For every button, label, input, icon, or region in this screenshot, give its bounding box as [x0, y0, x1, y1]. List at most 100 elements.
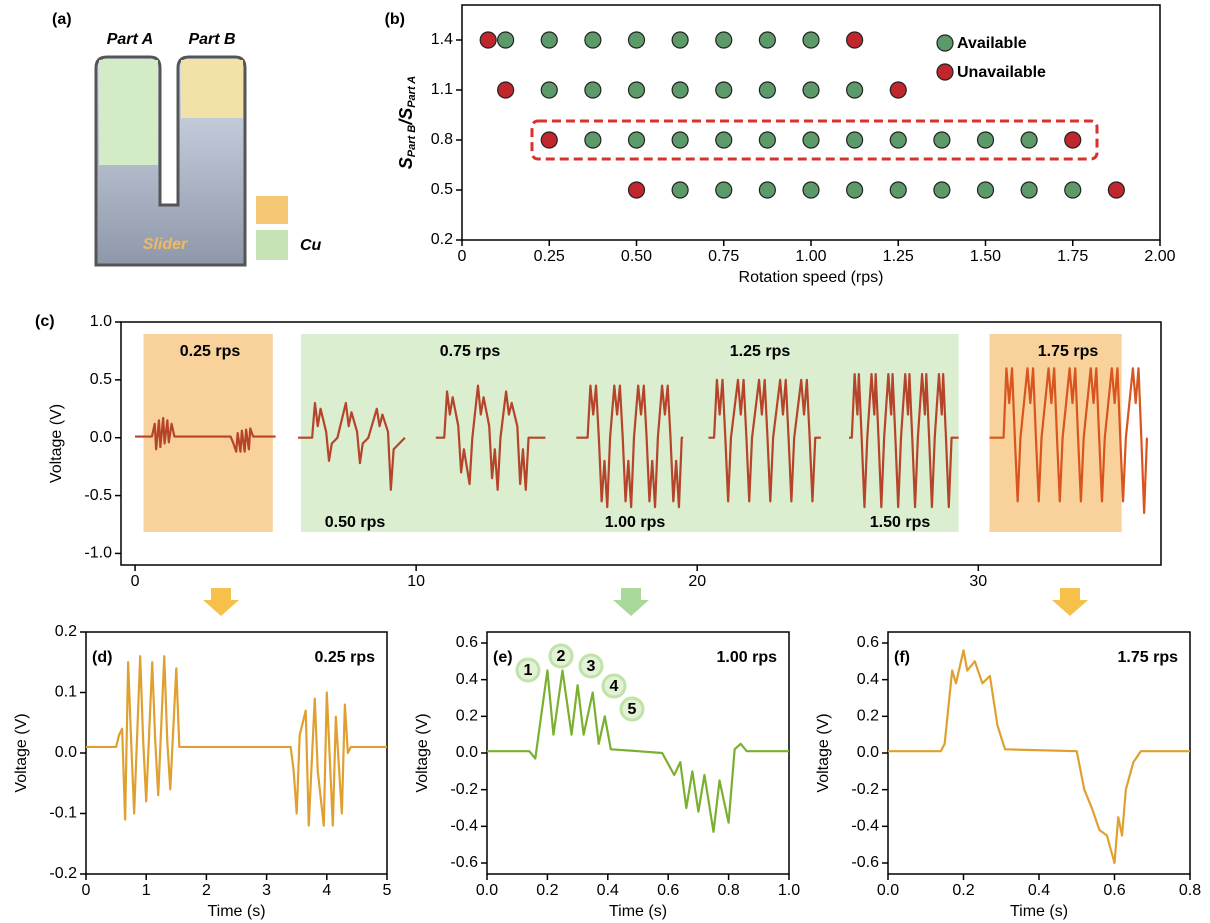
point	[1064, 181, 1082, 199]
x-tick-label: 0.50	[621, 248, 652, 265]
point	[976, 131, 995, 149]
line	[888, 649, 1190, 865]
point	[584, 131, 602, 149]
panel-label: (b)	[385, 11, 405, 28]
point	[479, 31, 497, 49]
x-tick-label: 0.75	[708, 248, 739, 265]
y-tick-label: 0.2	[857, 708, 879, 725]
y-tick-label: 1.4	[431, 31, 453, 48]
x-tick-label: 20	[688, 573, 706, 590]
line	[487, 669, 789, 833]
annotation: 1.50 rps	[870, 514, 931, 531]
y-tick-label: -0.2	[851, 781, 879, 798]
panel-label: (f)	[894, 649, 910, 666]
x-tick-label: 0	[82, 882, 91, 899]
marker-label: 5	[628, 701, 637, 718]
y-tick-label: 0.4	[456, 671, 478, 688]
line	[708, 378, 821, 503]
point	[889, 131, 907, 149]
marker-badge	[515, 657, 541, 683]
point	[540, 31, 558, 49]
annotation: 1.00 rps	[717, 649, 778, 666]
point	[1020, 131, 1038, 149]
point	[627, 131, 646, 149]
x-tick-label: 0.0	[877, 882, 899, 899]
point	[584, 81, 602, 99]
marker-label: 3	[587, 658, 596, 675]
point	[846, 81, 864, 99]
legend-swatch	[256, 196, 288, 224]
annotation: 0.50 rps	[325, 514, 386, 531]
point	[802, 181, 820, 199]
highlight-region	[300, 334, 959, 532]
legend-swatch	[256, 230, 288, 260]
y-tick-label: 1.0	[90, 313, 112, 330]
x-tick-label: 0.0	[476, 882, 498, 899]
plot-frame	[120, 321, 1162, 566]
y-tick-label: 0.6	[456, 634, 478, 651]
x-tick-label: 30	[969, 573, 987, 590]
arrow	[1052, 588, 1088, 616]
y-tick-label: -0.2	[450, 781, 478, 798]
y-tick-label: -0.4	[851, 818, 879, 835]
x-tick-label: 1.75	[1057, 248, 1088, 265]
point	[540, 131, 558, 149]
y-tick-label: 0.2	[456, 708, 478, 725]
point	[889, 81, 907, 99]
y-tick-label: 1.1	[431, 81, 453, 98]
x-tick-label: 10	[407, 573, 425, 590]
x-tick-label: 0.6	[1103, 882, 1125, 899]
x-tick-label: 0.6	[657, 882, 679, 899]
y-tick-label: 0.1	[55, 684, 77, 701]
point	[758, 181, 776, 199]
y-axis-label: Voltage (V)	[13, 713, 30, 792]
annotation: 1.75 rps	[1038, 343, 1099, 360]
x-tick-label: 2	[202, 882, 211, 899]
x-tick-label: 0	[458, 248, 467, 265]
point	[715, 131, 733, 149]
y-tick-label: -0.2	[49, 865, 77, 882]
highlight-region	[143, 334, 273, 532]
point	[1107, 181, 1125, 199]
part-label: Part B	[188, 31, 235, 48]
annotation: 1.00 rps	[605, 514, 666, 531]
x-tick-label: 0	[131, 573, 140, 590]
point	[584, 31, 602, 49]
annotation: 0.75 rps	[440, 343, 501, 360]
panel-label: (d)	[92, 649, 112, 666]
y-tick-label: 0.6	[857, 634, 879, 651]
point	[671, 181, 689, 199]
y-tick-label: 0.0	[456, 744, 478, 761]
panel-label: (a)	[52, 11, 72, 28]
part-label: Part A	[107, 31, 154, 48]
y-label-part: Part B	[406, 125, 418, 157]
x-tick-label: 0.4	[1028, 882, 1050, 899]
x-axis-label: Time (s)	[207, 903, 265, 920]
point	[715, 31, 733, 49]
point	[627, 181, 646, 199]
y-tick-label: 0.4	[857, 671, 879, 688]
point	[802, 31, 820, 49]
x-tick-label: 0.2	[536, 882, 558, 899]
point	[627, 81, 646, 99]
x-tick-label: 1.25	[883, 248, 914, 265]
slider-label: Slider	[143, 236, 188, 253]
y-tick-label: 0.0	[857, 744, 879, 761]
y-tick-label: 0.5	[431, 181, 453, 198]
point	[889, 181, 907, 199]
arrow	[203, 588, 239, 616]
point	[627, 31, 646, 49]
x-tick-label: 1	[142, 882, 151, 899]
y-axis-label: Voltage (V)	[414, 713, 431, 792]
point	[846, 181, 864, 199]
line	[135, 416, 276, 453]
y-tick-label: -0.6	[450, 854, 478, 871]
point	[540, 81, 558, 99]
point	[715, 181, 733, 199]
x-axis-label: Time (s)	[1010, 903, 1068, 920]
point	[976, 181, 995, 199]
point	[758, 81, 776, 99]
y-tick-label: -0.4	[450, 818, 478, 835]
marker-badge	[619, 696, 645, 722]
